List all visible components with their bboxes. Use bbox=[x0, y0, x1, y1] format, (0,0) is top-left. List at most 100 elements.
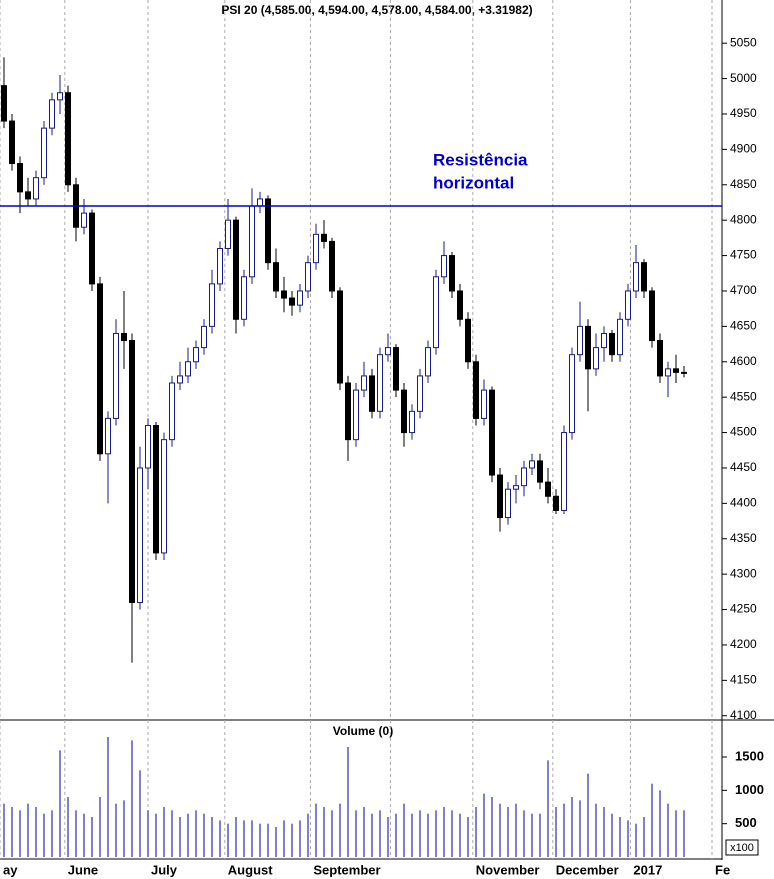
annotation: Resistência bbox=[433, 150, 528, 169]
candle-body bbox=[401, 389, 407, 434]
x-tick-label: Fe bbox=[715, 862, 730, 877]
unit-box bbox=[725, 839, 759, 856]
candle-body bbox=[361, 375, 367, 391]
candle-body bbox=[369, 375, 375, 412]
y-tick-label: 4400 bbox=[730, 496, 757, 510]
candle-body bbox=[665, 368, 671, 377]
candle-body bbox=[233, 219, 239, 320]
candle-body bbox=[305, 262, 311, 292]
candle-body bbox=[297, 290, 303, 306]
candle-body bbox=[657, 340, 663, 377]
candle-body bbox=[65, 92, 71, 186]
y-tick-label: 4350 bbox=[730, 531, 757, 545]
candle-body bbox=[97, 283, 103, 455]
candle-body bbox=[257, 198, 263, 207]
candle-body bbox=[281, 290, 287, 299]
candle-body bbox=[153, 424, 159, 554]
candle-body bbox=[433, 276, 439, 349]
candle-body bbox=[393, 347, 399, 391]
y-tick-label: 4150 bbox=[730, 673, 757, 687]
y-tick-label: 4200 bbox=[730, 637, 757, 651]
candle-body bbox=[553, 495, 559, 511]
y-tick-label: 4950 bbox=[730, 106, 757, 120]
candle-body bbox=[169, 382, 175, 441]
candle-body bbox=[129, 340, 135, 603]
candle-body bbox=[193, 347, 199, 363]
candle-body bbox=[105, 417, 111, 455]
candle-body bbox=[585, 325, 591, 370]
candle-body bbox=[313, 233, 319, 264]
y-tick-label: 4300 bbox=[730, 566, 757, 580]
candle-body bbox=[49, 99, 55, 129]
candle-body bbox=[177, 375, 183, 384]
candle-body bbox=[89, 212, 95, 285]
y-tick-label: 1000 bbox=[735, 782, 764, 797]
candle-body bbox=[33, 177, 39, 200]
y-tick-label: 5050 bbox=[730, 35, 757, 49]
candle-body bbox=[489, 389, 495, 476]
candle-body bbox=[649, 290, 655, 342]
candle-body bbox=[289, 297, 295, 306]
candle-body bbox=[497, 474, 503, 519]
y-tick-label: 4850 bbox=[730, 177, 757, 191]
x-tick-label: June bbox=[68, 862, 98, 877]
candle-body bbox=[57, 92, 63, 101]
candle-body bbox=[577, 325, 583, 356]
candle-body bbox=[601, 332, 607, 349]
candle-body bbox=[217, 247, 223, 285]
x-tick-label: September bbox=[313, 862, 380, 877]
candle-body bbox=[465, 318, 471, 363]
candle-body bbox=[449, 255, 455, 292]
candle-body bbox=[521, 467, 527, 487]
candle-body bbox=[537, 460, 543, 483]
candle-body bbox=[337, 290, 343, 384]
candle-body bbox=[121, 332, 127, 342]
candle-body bbox=[17, 163, 23, 193]
candle-body bbox=[241, 276, 247, 320]
candle-body bbox=[41, 127, 47, 179]
y-tick-label: 4500 bbox=[730, 425, 757, 439]
candle-body bbox=[249, 205, 255, 278]
y-tick-label: 4900 bbox=[730, 142, 757, 156]
candle-body bbox=[329, 240, 335, 292]
candle-body bbox=[385, 347, 391, 356]
y-tick-label: 500 bbox=[735, 815, 757, 830]
candle-body bbox=[201, 325, 207, 349]
candle-body bbox=[321, 233, 327, 242]
candle-body bbox=[457, 290, 463, 320]
candle-body bbox=[593, 347, 599, 370]
candle-body bbox=[137, 467, 143, 603]
candle-body bbox=[441, 255, 447, 278]
candle-body bbox=[425, 347, 431, 377]
candle-body bbox=[561, 432, 567, 511]
x-tick-label: ay bbox=[3, 862, 18, 877]
candle-body bbox=[145, 424, 151, 469]
candle-body bbox=[265, 198, 271, 264]
candle-body bbox=[377, 354, 383, 412]
candle-body bbox=[209, 283, 215, 327]
y-tick-label: 4650 bbox=[730, 319, 757, 333]
candle-body bbox=[225, 219, 231, 249]
candle-body bbox=[681, 371, 687, 374]
y-tick-label: 4700 bbox=[730, 283, 757, 297]
volume-title: Volume (0) bbox=[333, 724, 393, 738]
y-tick-label: 4250 bbox=[730, 602, 757, 616]
annotation: horizontal bbox=[433, 173, 514, 192]
y-tick-label: 4800 bbox=[730, 212, 757, 226]
x-tick-label: 2017 bbox=[633, 862, 662, 877]
y-tick-label: 4750 bbox=[730, 248, 757, 262]
candle-body bbox=[569, 354, 575, 434]
candle-body bbox=[473, 361, 479, 419]
candle-body bbox=[353, 389, 359, 441]
candle-body bbox=[513, 485, 519, 490]
candle-body bbox=[409, 410, 415, 434]
y-tick-label: 4100 bbox=[730, 708, 757, 722]
y-tick-label: 4550 bbox=[730, 389, 757, 403]
candle-body bbox=[417, 375, 423, 412]
candle-body bbox=[625, 290, 631, 320]
candle-body bbox=[9, 120, 15, 165]
candle-body bbox=[609, 332, 615, 356]
candle-body bbox=[81, 212, 87, 228]
